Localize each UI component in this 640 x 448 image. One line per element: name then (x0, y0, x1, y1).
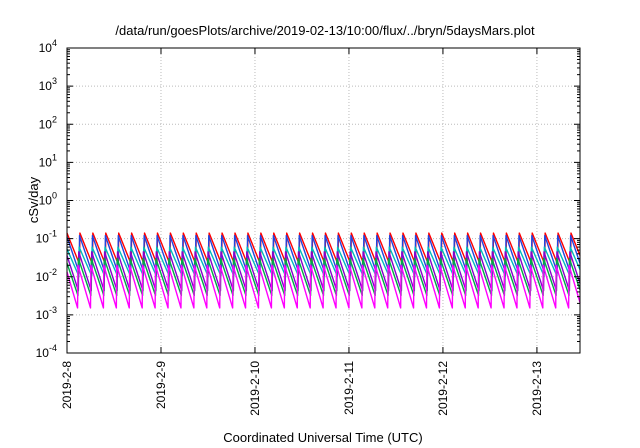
y-tick-label: 10-1 (36, 229, 57, 246)
x-tick-label: 2019-2-12 (436, 361, 450, 416)
y-tick-label: 103 (39, 76, 57, 93)
x-tick-label: 2019-2-8 (60, 361, 74, 409)
y-axis-label: cSv/day (26, 176, 41, 223)
y-tick-label: 10-4 (36, 343, 57, 360)
y-tick-label: 101 (39, 152, 57, 169)
y-tick-label: 10-2 (36, 267, 57, 284)
y-axis: 10-4 10-3 10-2 10-1 100 101 102 103 104 (36, 38, 580, 360)
series-layer (66, 232, 581, 309)
chart-title: /data/run/goesPlots/archive/2019-02-13/1… (115, 23, 535, 38)
x-axis-label: Coordinated Universal Time (UTC) (223, 430, 422, 445)
y-tick-label: 100 (39, 191, 57, 208)
x-axis: 2019-2-8 2019-2-9 2019-2-10 2019-2-11 2019-2… (60, 48, 544, 416)
y-tick-label: 102 (39, 114, 57, 131)
x-tick-label: 2019-2-10 (248, 361, 262, 416)
x-tick-label: 2019-2-9 (154, 361, 168, 409)
y-tick-label: 104 (39, 38, 57, 55)
y-tick-label: 10-3 (36, 305, 57, 322)
x-tick-label: 2019-2-13 (530, 361, 544, 416)
x-tick-label: 2019-2-11 (342, 361, 356, 415)
series-line (66, 264, 581, 309)
